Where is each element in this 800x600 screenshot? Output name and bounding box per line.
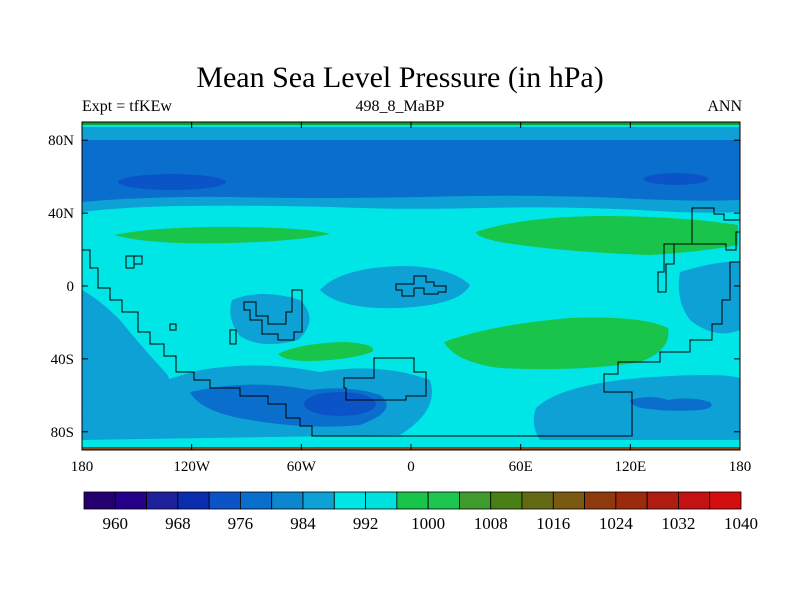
- x-tick-label: 60W: [287, 459, 317, 475]
- coastline-americas: [125, 255, 135, 269]
- south-high-east: [444, 317, 669, 370]
- colorbar-swatch: [427, 491, 460, 510]
- season-label: ANN: [707, 98, 742, 115]
- coastline-south-america: [243, 289, 303, 341]
- colorbar-swatch: [365, 491, 398, 510]
- colorbar-swatch: [146, 491, 179, 510]
- x-tick-label: 120W: [173, 459, 211, 475]
- colorbar-label: 1008: [474, 514, 508, 533]
- contour-field: [82, 122, 740, 450]
- southern-east-patches: [630, 397, 712, 411]
- colorbar-swatch: [584, 491, 617, 510]
- map-title: Mean Sea Level Pressure (in hPa): [196, 61, 604, 94]
- colorbar-swatch: [240, 491, 273, 510]
- period-label: 498_8_MaBP: [355, 98, 445, 115]
- colorbar-swatch: [114, 491, 147, 510]
- colorbar-label: 1000: [411, 514, 445, 533]
- colorbar-swatch: [396, 491, 429, 510]
- colorbar-label: 1016: [536, 514, 570, 533]
- y-axis: 80N 40N 0 40S 80S: [48, 133, 740, 441]
- land-outlines: [82, 207, 741, 437]
- south-high-central: [278, 342, 373, 361]
- colorbar-swatch: [615, 491, 648, 510]
- coastline-asia: [657, 207, 741, 293]
- north-pacific-low-core: [118, 174, 226, 190]
- island-3: [133, 255, 143, 265]
- colorbar-label: 984: [290, 514, 316, 533]
- colorbar-swatch: [177, 491, 210, 510]
- colorbar-swatch: [646, 491, 679, 510]
- coastline-africa: [395, 275, 447, 297]
- colorbar-swatch: [333, 491, 366, 510]
- island-2: [229, 329, 237, 345]
- colorbar-label: 1040: [724, 514, 758, 533]
- tropical-band-west: [82, 290, 170, 414]
- y-tick-label: 80N: [48, 133, 74, 149]
- colorbar-label: 992: [353, 514, 379, 533]
- colorbar-swatch: [678, 491, 711, 510]
- southern-trough-east: [533, 375, 740, 440]
- y-tick-label: 40S: [51, 352, 74, 368]
- colorbar: 960 968 976 984 992 1000 1008 1016 1024 1032 1040: [83, 491, 758, 533]
- colorbar-label: 1024: [599, 514, 634, 533]
- island-1: [169, 323, 177, 331]
- y-tick-label: 80S: [51, 425, 74, 441]
- x-tick-label: 0: [407, 459, 415, 475]
- colorbar-swatch: [709, 491, 742, 510]
- colorbar-label: 976: [228, 514, 254, 533]
- tropical-band-south-central: [230, 294, 310, 345]
- tropical-band-central: [320, 266, 470, 309]
- x-tick-label: 180: [71, 459, 94, 475]
- north-high-east: [476, 216, 738, 255]
- colorbar-label: 968: [165, 514, 191, 533]
- experiment-label: Expt = tfKEw: [82, 98, 172, 115]
- north-high-west: [114, 226, 330, 244]
- northern-trough: [82, 140, 740, 202]
- colorbar-swatch: [208, 491, 241, 510]
- colorbar-swatch: [302, 491, 335, 510]
- colorbar-swatch: [459, 491, 492, 510]
- colorbar-swatch: [552, 491, 585, 510]
- coastline-antarctic-peninsula: [343, 357, 427, 401]
- x-tick-label: 180: [729, 459, 752, 475]
- colorbar-swatch: [490, 491, 523, 510]
- tropical-band-east: [678, 261, 740, 334]
- coastline-west: [82, 249, 740, 437]
- colorbar-label: 1032: [661, 514, 695, 533]
- x-axis: 180 120W 60W 0 60E 120E 180: [71, 122, 752, 475]
- x-tick-label: 60E: [509, 459, 533, 475]
- colorbar-swatch: [521, 491, 554, 510]
- colorbar-label: 960: [103, 514, 129, 533]
- y-tick-label: 0: [67, 279, 75, 295]
- north-atlantic-low-core: [644, 173, 708, 185]
- x-tick-label: 120E: [614, 459, 646, 475]
- southern-low-core: [304, 392, 376, 416]
- colorbar-swatch: [83, 491, 116, 510]
- y-tick-label: 40N: [48, 206, 74, 222]
- colorbar-swatch: [271, 491, 304, 510]
